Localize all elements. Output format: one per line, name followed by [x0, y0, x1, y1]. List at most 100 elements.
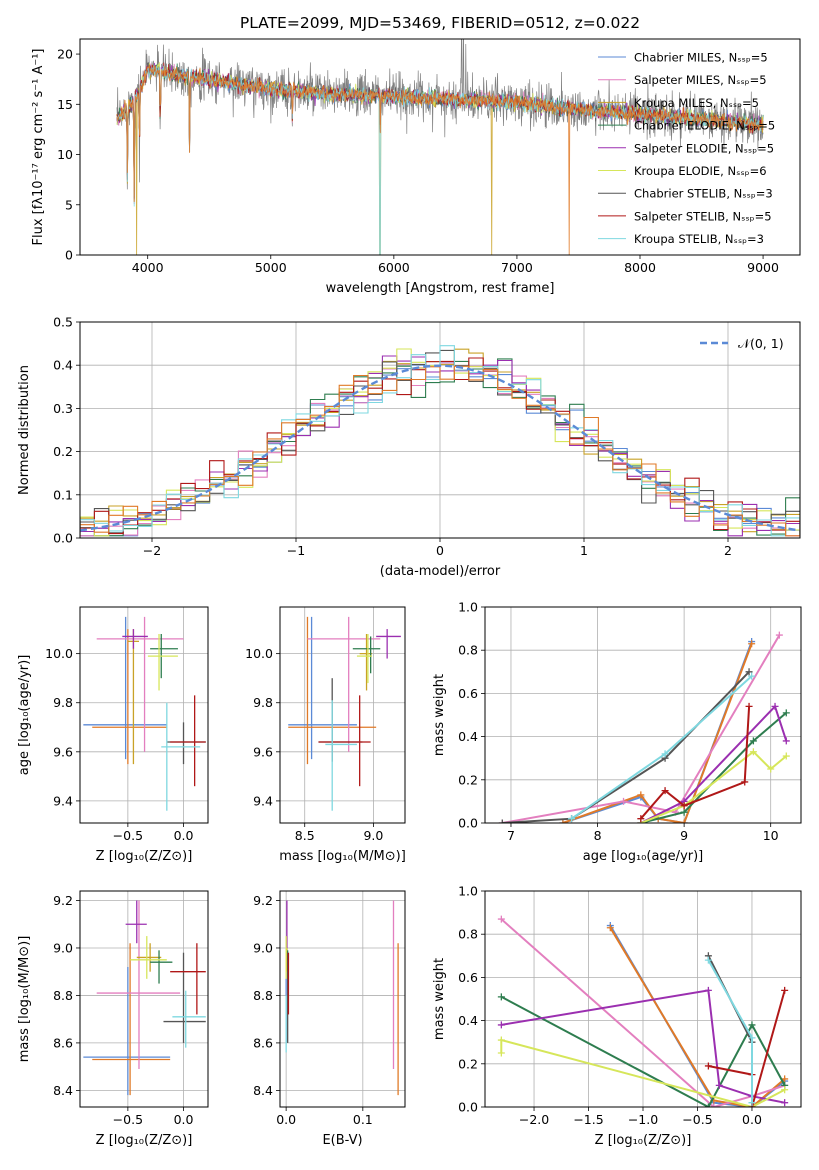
spectrum-ytick-label: 0 [65, 248, 73, 263]
spectrum-ytick-label: 20 [57, 47, 73, 62]
age_vs_Z-xlabel: Z [log₁₀(Z/Z⊙)] [96, 849, 193, 864]
residuals-ytick-label: 0.5 [53, 315, 73, 330]
spectrum-legend: Chabrier MILES, Nₛₛₚ=5 Salpeter MILES, Nₛ… [598, 51, 775, 246]
weight-point-marker [781, 1086, 789, 1094]
weight-point-marker [745, 668, 753, 676]
spectrum-ylabel: Flux [fλ10⁻¹⁷ erg cm⁻² s⁻¹ A⁻¹] [31, 49, 46, 246]
weight-point-marker [782, 737, 790, 745]
weight-point-marker [661, 787, 669, 795]
weight-point-marker [775, 631, 783, 639]
weight-point-marker [741, 778, 749, 786]
residuals-ylabel: Normed distribution [17, 365, 32, 495]
gaussian-legend-label: 𝒩(0, 1) [738, 336, 784, 351]
mass_vs_ebv-ytick-label: 9.0 [253, 940, 273, 955]
age_vs_mass-chart: 8.5 9.0 9.4 9.6 9.8 10.0 mass [log₁₀(M/M⊙)] [245, 606, 406, 864]
weight-point-marker [749, 737, 757, 745]
weight-point-marker [497, 993, 505, 1001]
weight_vs_age-ytick-label: 0.6 [458, 686, 478, 701]
weight-series-line [562, 643, 753, 823]
weight_vs_age-ytick-label: 1.0 [458, 600, 478, 615]
weight-point-marker [704, 986, 712, 994]
age_vs_Z-xtick-label: −0.5 [113, 828, 143, 843]
weight-point-marker [497, 1021, 505, 1029]
gaussian-reference-line [80, 364, 800, 532]
weight-point-marker [704, 1062, 712, 1070]
mass_vs_ebv-chart: 0.0 0.1 8.4 8.6 8.8 9.0 9.2 E(B-V) [253, 890, 406, 1148]
legend-label: Salpeter ELODIE, Nₛₛₚ=5 [634, 141, 774, 155]
weight-point-marker [748, 1099, 756, 1107]
age_vs_mass-xlabel: mass [log₁₀(M/M⊙)] [279, 849, 406, 864]
figure-title: PLATE=2099, MJD=53469, FIBERID=0512, z=0… [240, 14, 640, 32]
mass_vs_Z-ylabel: mass [log₁₀(M/M⊙)] [17, 936, 32, 1063]
residuals-xlabel: (data-model)/error [380, 564, 501, 579]
charts-layer: Chabrier MILES, Nₛₛₚ=5 Salpeter MILES, Nₛ… [17, 38, 802, 1148]
weight-point-marker [782, 709, 790, 717]
spectrum-xtick-label: 4000 [132, 260, 164, 275]
weight_vs_Z-ylabel: mass weight [432, 958, 447, 1040]
weight-series-line [609, 927, 786, 1107]
weight-series-line [500, 1038, 786, 1107]
weight-point-marker [710, 1103, 718, 1107]
weight_vs_Z-plot-area [497, 915, 789, 1107]
weight_vs_age-ylabel: mass weight [432, 674, 447, 756]
legend-label: Kroupa MILES, Nₛₛₚ=5 [634, 96, 759, 110]
mass_vs_ebv-ytick-label: 8.8 [253, 988, 273, 1003]
residuals-ytick-label: 0.4 [53, 358, 73, 373]
mass_vs_Z-plot-area [83, 900, 206, 1096]
age_vs_Z-ylabel: age [log₁₀(age/yr)] [17, 655, 32, 776]
spectrum-plot-area [116, 39, 764, 255]
residuals-ytick-label: 0.2 [53, 444, 73, 459]
weight_vs_Z-chart: −2.0 −1.5 −1.0 −0.5 0.0 0.0 0.2 0.4 0.6 0.8 1.0 Z [… [432, 884, 802, 1148]
legend-label: Chabrier ELODIE, Nₛₛₚ=5 [634, 119, 775, 133]
residuals-xtick-label: 1 [580, 543, 588, 558]
weight-point-marker [497, 1049, 505, 1057]
weight_vs_age-ytick-label: 0.4 [458, 729, 478, 744]
weight_vs_Z-xtick-label: 0.0 [742, 1112, 762, 1127]
weight-point-marker [745, 702, 753, 710]
mass_vs_Z-ytick-label: 8.4 [53, 1083, 73, 1098]
legend-label: Kroupa ELODIE, Nₛₛₚ=6 [634, 164, 767, 178]
residuals-xtick-label: −1 [287, 543, 305, 558]
age_vs_mass-ytick-label: 9.8 [253, 695, 273, 710]
weight_vs_Z-ytick-label: 0.6 [458, 970, 478, 985]
mass_vs_ebv-ytick-label: 8.4 [253, 1083, 273, 1098]
weight_vs_Z-xtick-label: −1.5 [573, 1112, 603, 1127]
weight-series-line [640, 704, 788, 823]
age_vs_Z-ytick-label: 9.8 [53, 695, 73, 710]
mass_vs_ebv-xlabel: E(B-V) [322, 1133, 362, 1148]
spectrum-model-line [116, 64, 764, 255]
mass_vs_ebv-ytick-label: 9.2 [253, 893, 273, 908]
residuals-xtick-label: 0 [436, 543, 444, 558]
mass_vs_Z-xlabel: Z [log₁₀(Z/Z⊙)] [96, 1133, 193, 1148]
weight_vs_Z-xlabel: Z [log₁₀(Z/Z⊙)] [595, 1133, 692, 1148]
weight_vs_Z-ytick-label: 0.8 [458, 927, 478, 942]
weight-point-marker [704, 956, 712, 964]
weight_vs_age-axes-frame [484, 606, 802, 824]
weight-point-marker [497, 1036, 505, 1044]
residuals-xtick-label: 2 [724, 543, 732, 558]
weight-point-marker [559, 819, 567, 823]
spectrum-xlabel: wavelength [Angstrom, rest frame] [326, 281, 555, 296]
spectrum-chart: Chabrier MILES, Nₛₛₚ=5 Salpeter MILES, Nₛ… [31, 38, 801, 296]
age_vs_mass-plot-area [288, 616, 401, 811]
weight-point-marker [748, 1021, 756, 1029]
age_vs_Z-axes-frame [79, 606, 209, 824]
age_vs_Z-ytick-label: 10.0 [45, 646, 73, 661]
weight_vs_age-ytick-label: 0.2 [458, 772, 478, 787]
mass_vs_ebv-axes-frame [279, 890, 406, 1108]
mass_vs_Z-ytick-label: 9.2 [53, 893, 73, 908]
weight-point-marker [680, 802, 688, 810]
mass_vs_Z-xtick-label: −0.5 [113, 1112, 143, 1127]
weight_vs_age-chart: 7 8 9 10 0.0 0.2 0.4 0.6 0.8 1.0 age [log₁₀(age/yr… [432, 600, 802, 864]
weight_vs_age-xtick-label: 7 [507, 828, 515, 843]
weight-series-line [640, 712, 787, 823]
spectrum-ytick-label: 15 [57, 97, 73, 112]
age_vs_Z-ytick-label: 9.6 [53, 744, 73, 759]
residuals-plot-area [80, 345, 800, 537]
weight-point-marker [704, 1103, 712, 1107]
legend-label: Chabrier MILES, Nₛₛₚ=5 [634, 51, 768, 65]
weight-point-marker [781, 986, 789, 994]
weight-point-marker [767, 765, 775, 773]
weight-point-marker [748, 1034, 756, 1042]
age_vs_mass-xtick-label: 8.5 [295, 828, 315, 843]
